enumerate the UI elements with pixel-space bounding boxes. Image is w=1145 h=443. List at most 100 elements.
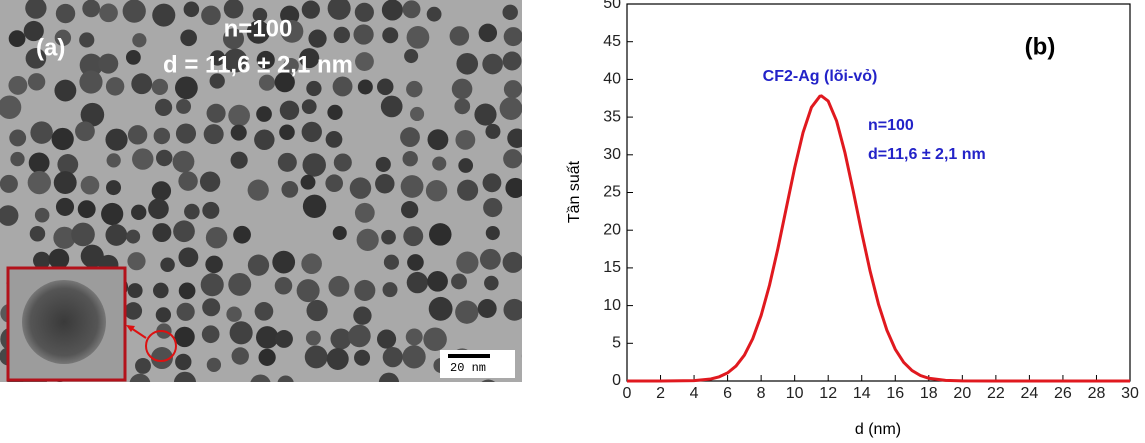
particle: [151, 181, 172, 201]
particle: [503, 149, 522, 169]
particle: [308, 29, 327, 48]
particle: [150, 347, 173, 370]
particle: [258, 348, 276, 366]
particle: [79, 53, 103, 77]
particle: [178, 247, 199, 268]
particle: [206, 103, 226, 123]
particle: [382, 27, 399, 44]
particle: [184, 203, 200, 220]
particle: [8, 30, 26, 47]
particle: [533, 179, 547, 193]
x-tick-label: 20: [953, 385, 971, 402]
particle: [306, 299, 328, 322]
particle: [503, 298, 522, 321]
particle: [502, 251, 522, 273]
particle: [203, 124, 224, 145]
particle: [502, 4, 518, 21]
annotation: CF2-Ag (lõi-vỏ): [763, 68, 878, 85]
x-tick-label: 4: [690, 385, 699, 402]
x-axis-label: d (nm): [855, 421, 901, 438]
particle: [280, 5, 300, 25]
particle: [485, 225, 500, 241]
particle: [151, 78, 169, 96]
particle: [126, 229, 141, 244]
particle: [403, 226, 424, 247]
scale-bar: [448, 354, 490, 358]
particle: [400, 127, 420, 147]
particle: [48, 248, 70, 270]
particle: [499, 97, 522, 120]
particle: [57, 154, 79, 175]
particle: [156, 149, 173, 167]
particle: [28, 152, 50, 174]
particle: [277, 152, 297, 172]
particle: [229, 321, 253, 345]
particle: [455, 300, 479, 324]
particle: [482, 53, 503, 75]
particle: [55, 3, 76, 24]
annotation: n=100: [868, 117, 914, 134]
particle: [127, 283, 143, 299]
particle: [233, 225, 251, 244]
particle: [532, 23, 549, 40]
particle: [478, 23, 498, 43]
particle: [381, 229, 396, 245]
particle: [402, 345, 426, 369]
particle: [122, 0, 146, 23]
particle: [209, 73, 225, 89]
particle: [106, 180, 122, 196]
particle: [279, 124, 295, 141]
particle: [483, 197, 503, 218]
particle: [302, 153, 326, 177]
particle: [451, 273, 467, 290]
y-tick-label: 30: [603, 146, 621, 163]
particle: [201, 325, 220, 344]
particle: [301, 121, 322, 143]
y-tick-label: 20: [603, 221, 621, 238]
panel-label: (b): [1025, 33, 1056, 60]
particle: [428, 296, 453, 321]
particle: [454, 98, 471, 115]
particle: [327, 104, 343, 121]
particle: [427, 129, 449, 151]
particle: [333, 153, 352, 172]
x-tick-label: 28: [1088, 385, 1106, 402]
particle: [503, 27, 522, 47]
particle: [246, 20, 270, 44]
particle: [25, 0, 47, 19]
curve: [627, 94, 1130, 383]
y-tick-label: 5: [612, 335, 621, 352]
particle: [456, 52, 479, 75]
particle: [79, 32, 95, 48]
particle: [173, 220, 195, 243]
particle: [406, 80, 423, 98]
particle: [75, 121, 95, 142]
particle: [135, 357, 151, 374]
particle: [247, 254, 270, 276]
particle: [300, 174, 316, 190]
particle: [531, 228, 549, 246]
particle: [406, 25, 430, 49]
particle: [333, 26, 350, 44]
particle: [101, 202, 124, 226]
x-tick-label: 16: [886, 385, 904, 402]
particle: [356, 228, 379, 251]
particle: [29, 226, 46, 242]
particle: [401, 201, 419, 219]
particle: [502, 51, 522, 71]
particle: [274, 72, 295, 93]
particle: [258, 74, 276, 91]
particle: [131, 204, 147, 221]
particle: [230, 151, 248, 169]
particle: [484, 275, 499, 291]
particle: [80, 102, 105, 127]
particle: [380, 95, 403, 118]
particle: [27, 170, 51, 195]
particle: [528, 202, 551, 225]
x-tick-label: 8: [757, 385, 766, 402]
particle: [132, 148, 154, 170]
inset: [6, 266, 177, 382]
particle: [427, 271, 448, 292]
particle: [255, 326, 279, 349]
